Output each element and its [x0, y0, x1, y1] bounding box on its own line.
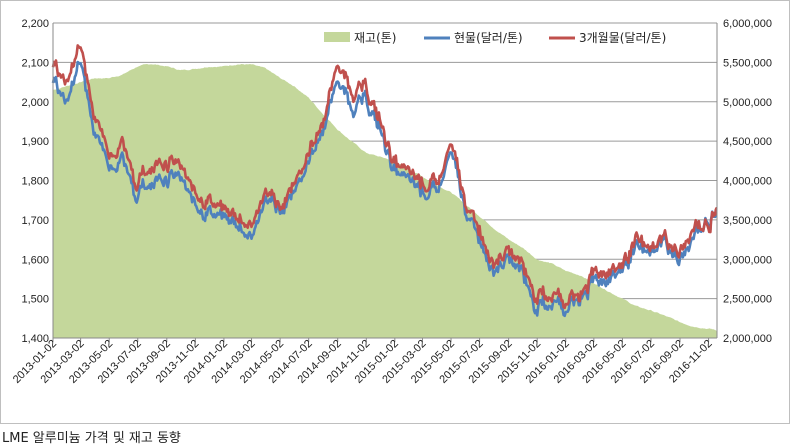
legend-label: 3개월물(달러/톤) — [579, 31, 666, 45]
y-tick-label-right: 2,500,000 — [723, 294, 772, 306]
y-tick-label-right: 3,000,000 — [723, 254, 772, 266]
y-tick-label-right: 5,500,000 — [723, 57, 772, 69]
chart-frame: 1,400 1,500 1,600 1,700 1,800 1,900 2,000 2,100… — [0, 0, 790, 424]
y-tick-label-left: 1,800 — [21, 176, 49, 188]
price-lines — [51, 42, 718, 318]
y-tick-label-left: 2,200 — [21, 18, 49, 30]
legend: 재고(톤) 현물(달러/톤) 3개월물(달러/톤) — [324, 31, 666, 45]
y-tick-label-left: 2,000 — [21, 97, 49, 109]
y-tick-label-right: 5,000,000 — [723, 97, 772, 109]
y-tick-label-right: 4,000,000 — [723, 176, 772, 188]
y-tick-label-left: 1,500 — [21, 294, 49, 306]
x-axis-ticks: 2013-01-022013-03-022013-05-022013-07-02… — [11, 338, 715, 386]
inventory-area — [53, 64, 717, 338]
y-axis-right-ticks: 2,000,000 2,500,000 3,000,000 3,500,000 4,00… — [723, 18, 772, 345]
y-tick-label-right: 6,000,000 — [723, 18, 772, 30]
series-line-spot — [51, 60, 718, 318]
chart: 1,400 1,500 1,600 1,700 1,800 1,900 2,000 2,100… — [11, 18, 772, 386]
legend-label: 현물(달러/톤) — [454, 31, 523, 45]
y-tick-label-right: 3,500,000 — [723, 215, 772, 227]
y-tick-label-left: 1,400 — [21, 333, 49, 345]
axes — [52, 23, 718, 339]
y-tick-label-left: 1,600 — [21, 254, 49, 266]
chart-caption: LME 알루미늄 가격 및 재고 동향 — [2, 431, 181, 446]
y-tick-label-right: 2,000,000 — [723, 333, 772, 345]
series-area-inventory — [53, 64, 717, 338]
legend-label: 재고(톤) — [354, 31, 396, 45]
series-line-3month — [51, 44, 718, 310]
legend-swatch-inventory — [324, 32, 350, 42]
y-tick-label-left: 2,100 — [21, 57, 49, 69]
y-tick-label-right: 4,500,000 — [723, 136, 772, 148]
y-tick-label-left: 1,900 — [21, 136, 49, 148]
y-axis-left-ticks: 1,400 1,500 1,600 1,700 1,800 1,900 2,000 2,100… — [21, 18, 49, 345]
y-tick-label-left: 1,700 — [21, 215, 49, 227]
